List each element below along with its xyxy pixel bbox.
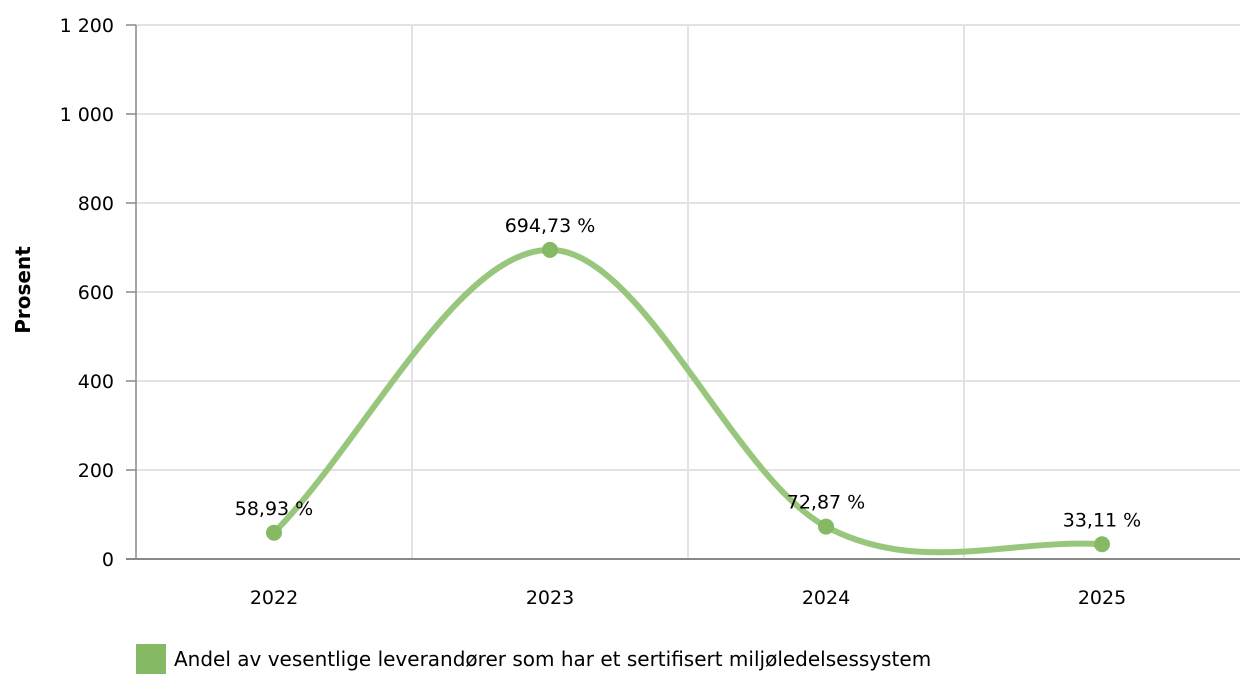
series [266, 241, 1110, 556]
data-label: 33,11 % [1063, 509, 1142, 531]
y-axis-title: Prosent [11, 246, 35, 334]
grid [136, 24, 1240, 559]
y-tick-label: 600 [78, 282, 114, 304]
y-tick-label: 1 000 [60, 104, 114, 126]
x-tick-label: 2025 [1078, 587, 1126, 609]
data-point [1094, 536, 1110, 553]
legend-label: Andel av vesentlige leverandører som har… [174, 647, 932, 671]
y-tick-label: 800 [78, 193, 114, 215]
x-tick-label: 2024 [802, 587, 850, 609]
data-point [818, 518, 834, 535]
y-tick-label: 1 200 [60, 15, 114, 37]
x-tick-label: 2022 [250, 587, 298, 609]
y-tick-label: 200 [78, 460, 114, 482]
data-point [542, 241, 558, 258]
data-labels: 58,93 % 694,73 % 72,87 % 33,11 % [235, 215, 1142, 531]
y-tick-label: 400 [78, 371, 114, 393]
legend[interactable]: Andel av vesentlige leverandører som har… [136, 644, 931, 674]
data-label: 58,93 % [235, 498, 314, 520]
data-label: 694,73 % [505, 215, 596, 237]
y-tick-label: 0 [102, 549, 114, 571]
data-label: 72,87 % [787, 492, 866, 514]
axes: 0 200 400 600 800 1 000 1 200 2022 2023 2024 2025 [60, 15, 1240, 609]
x-tick-label: 2023 [526, 587, 574, 609]
data-point [266, 524, 282, 541]
series-line [271, 246, 1105, 556]
legend-swatch [136, 644, 166, 674]
